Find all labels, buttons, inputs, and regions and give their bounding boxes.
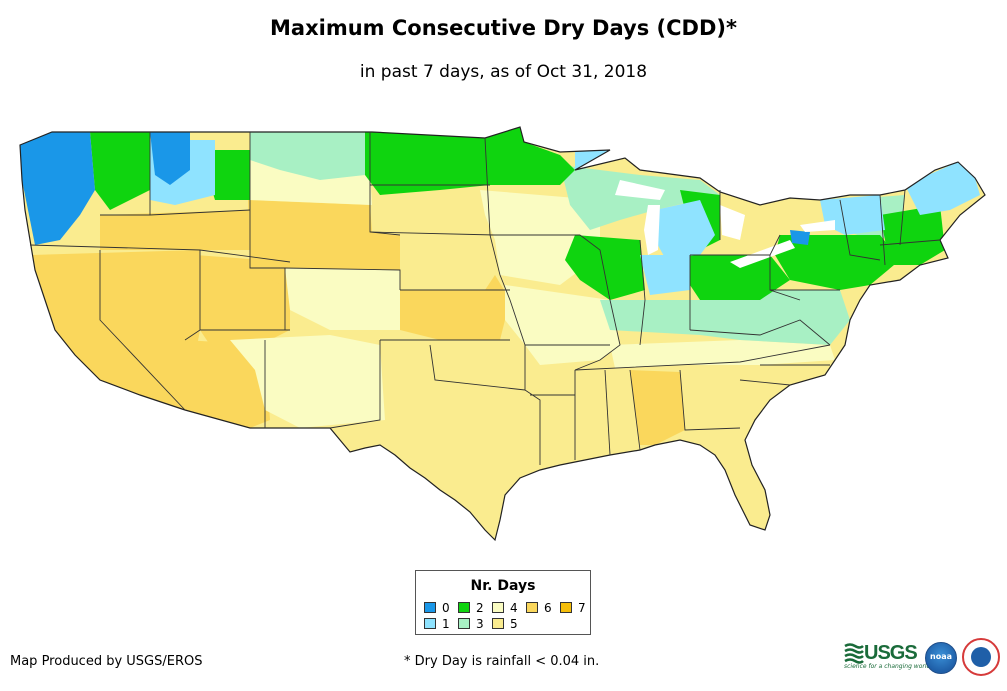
legend-label-6: 6	[544, 601, 552, 615]
zone-0-new-york-spot	[790, 230, 810, 245]
zone-2-pennsylvania	[775, 235, 900, 290]
usgs-wave-icon	[844, 643, 864, 664]
zone-6-alabama	[630, 370, 685, 445]
lake-ontario	[800, 220, 835, 232]
lake-michigan	[644, 205, 660, 255]
legend-swatch-1	[424, 618, 436, 629]
lake-superior	[615, 180, 665, 200]
legend-item-0: 0	[424, 602, 450, 615]
map-subtitle: in past 7 days, as of Oct 31, 2018	[359, 62, 648, 82]
zone-2-ohio	[690, 255, 790, 300]
legend-swatch-5	[492, 618, 504, 629]
legend-swatch-7	[560, 602, 572, 613]
usgs-wordmark: USGS	[864, 642, 918, 664]
legend-label-5: 5	[510, 617, 518, 631]
zone-4-colorado	[285, 268, 400, 330]
legend-title: Nr. Days	[470, 578, 536, 594]
lake-huron	[720, 205, 745, 240]
legend-label-4: 4	[510, 601, 518, 615]
nws-emblem-icon	[971, 647, 991, 667]
dry-day-note: * Dry Day is rainfall < 0.04 in.	[404, 654, 600, 669]
zone-4-new-mexico	[230, 335, 385, 428]
map-credit: Map Produced by USGS/EROS	[10, 654, 203, 669]
legend-swatch-3	[458, 618, 470, 629]
noaa-wordmark: noaa	[930, 652, 952, 661]
legend-label-0: 0	[442, 601, 450, 615]
zone-4-tennessee-nc	[610, 340, 835, 368]
zone-1-michigan-lower	[655, 200, 715, 258]
legend-item-3: 3	[458, 618, 484, 631]
zone-3-montana-north	[250, 132, 365, 180]
legend-label-2: 2	[476, 601, 484, 615]
legend: Nr. Days 0 1 2 3 4 5 6 7	[415, 570, 591, 635]
nws-logo	[962, 638, 1000, 676]
legend-swatch-4	[492, 602, 504, 613]
zone-1-new-york-north	[820, 195, 885, 235]
us-outline	[19, 126, 986, 542]
zone-6-idaho-oregon	[100, 210, 250, 250]
zone-2-washington-east	[90, 132, 150, 210]
legend-item-2: 2	[458, 602, 484, 615]
zone-2-new-england	[880, 205, 945, 265]
zone-3-ohio-valley	[600, 290, 850, 345]
usgs-logo: USGS science for a changing world	[844, 642, 930, 672]
legend-item-1: 1	[424, 618, 450, 631]
lake-erie	[730, 240, 795, 268]
zone-0-north-idaho	[150, 132, 190, 185]
map-title: Maximum Consecutive Dry Days (CDD)*	[270, 16, 737, 40]
legend-label-1: 1	[442, 617, 450, 631]
zone-0-washington-coast	[20, 132, 95, 245]
legend-item-7: 7	[560, 602, 586, 615]
legend-item-6: 6	[526, 602, 552, 615]
legend-swatch-6	[526, 602, 538, 613]
legend-label-3: 3	[476, 617, 484, 631]
zone-6-california-nevada	[30, 250, 200, 410]
legend-item-4: 4	[492, 602, 518, 615]
legend-item-5: 5	[492, 618, 518, 631]
noaa-logo: noaa	[925, 642, 957, 674]
legend-swatch-0	[424, 602, 436, 613]
usgs-tagline: science for a changing world	[844, 663, 931, 670]
state-boundaries	[29, 132, 941, 465]
zone-1-maine	[905, 162, 980, 215]
zone-1-indiana	[640, 255, 690, 295]
zone-2-illinois-wisconsin	[565, 235, 645, 300]
legend-swatch-2	[458, 602, 470, 613]
legend-label-7: 7	[578, 601, 586, 615]
zone-2-north-dakota-minnesota	[365, 127, 575, 195]
zone-6-utah	[195, 255, 290, 345]
